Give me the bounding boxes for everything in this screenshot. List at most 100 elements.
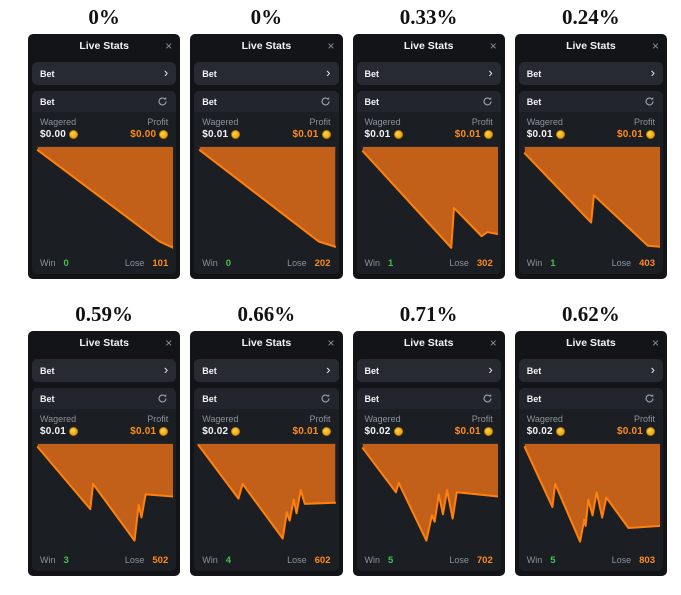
refresh-button[interactable] [644,96,655,107]
refresh-button[interactable] [320,96,331,107]
lose-label: Lose [287,258,307,268]
panel-cell: 0.71% Live Stats × Bet › Bet [352,299,505,576]
wagered-label: Wagered [364,414,401,424]
winlose-row: Win 0 Lose 101 [32,252,176,274]
win-count: 0 [63,257,69,269]
wagered-label: Wagered [40,117,77,127]
panel-header: Live Stats × [190,34,342,57]
profit-value: $0.01 [292,129,319,140]
profit-chart-svg [35,444,174,549]
lose-count: 702 [476,554,493,566]
panel-title: Live Stats [403,336,454,349]
live-stats-panel: Live Stats × Bet › Bet [514,331,667,576]
coin-icon [231,427,241,436]
lose-group: Lose 803 [612,555,655,566]
profit-block: Profit $0.01 [455,414,493,437]
profit-value: $0.00 [130,129,157,140]
profit-chart-svg [35,147,174,252]
coin-icon [393,130,403,139]
lose-count: 302 [476,257,493,269]
close-button[interactable]: × [650,34,661,57]
profit-chart-svg [360,444,498,549]
refresh-button[interactable] [482,393,493,404]
percent-label: 0.59% [75,302,133,326]
panel-title: Live Stats [241,336,292,349]
win-label: Win [526,555,543,565]
panel-cell: 0.24% Live Stats × Bet › Bet [514,2,667,279]
winlose-row: Win 3 Lose 502 [32,549,176,571]
close-button[interactable]: × [325,331,336,354]
winlose-row: Win 1 Lose 403 [519,252,663,274]
panel-header: Live Stats × [28,331,180,354]
bet-mode-label: Bet [526,393,542,404]
lose-label: Lose [449,258,469,268]
refresh-button[interactable] [157,393,168,404]
wagered-profit-row: Wagered $0.02 Profit $0.01 [519,409,663,443]
lose-label: Lose [124,258,145,268]
bet-nav-row[interactable]: Bet › [194,62,339,85]
stats-card: Bet Wagered $0.01 [194,91,339,274]
bet-nav-label: Bet [40,365,55,376]
chevron-right-icon: › [326,65,331,80]
chevron-right-icon: › [163,362,169,377]
chevron-right-icon: › [326,362,331,377]
bet-mode-row: Bet [194,91,339,112]
bet-mode-row: Bet [32,388,177,409]
bet-nav-row[interactable]: Bet › [356,62,501,85]
wagered-block: Wagered $0.02 [365,414,403,437]
profit-chart [197,146,336,252]
close-button[interactable]: × [325,34,336,57]
coin-icon [646,130,655,139]
bet-nav-row[interactable]: Bet › [518,359,663,382]
wagered-value: $0.01 [202,129,229,140]
bet-nav-row[interactable]: Bet › [32,62,177,85]
profit-value: $0.01 [454,426,481,437]
profit-label: Profit [309,414,331,424]
refresh-button[interactable] [320,393,331,404]
panel-cell: 0% Live Stats × Bet › Bet [28,2,181,279]
lose-count: 602 [314,554,331,566]
refresh-icon [321,394,330,403]
wagered-label: Wagered [526,414,563,424]
profit-label: Profit [147,414,169,424]
stats-card: Bet Wagered $0.00 [32,91,177,274]
win-count: 0 [225,257,232,269]
live-stats-panel: Live Stats × Bet › Bet [514,34,667,279]
lose-label: Lose [124,555,145,565]
profit-block: Profit $0.01 [292,117,331,140]
live-stats-panel: Live Stats × Bet › Bet [28,34,181,279]
bet-mode-row: Bet [194,388,339,409]
coin-icon [555,130,565,139]
panel-cell: 0.66% Live Stats × Bet › Bet [190,299,343,576]
live-stats-panel: Live Stats × Bet › Bet [352,34,505,279]
close-button[interactable]: × [650,331,661,354]
panel-title: Live Stats [566,39,616,52]
refresh-button[interactable] [157,96,168,107]
win-count: 1 [388,257,394,269]
lose-group: Lose 602 [287,555,330,566]
percent-label: 0% [250,5,283,29]
close-button[interactable]: × [163,34,174,57]
win-group: Win 5 [365,555,394,566]
close-button[interactable]: × [163,331,174,354]
profit-block: Profit $0.01 [617,414,655,437]
refresh-button[interactable] [644,393,655,404]
bet-nav-row[interactable]: Bet › [32,359,177,382]
profit-label: Profit [309,117,331,127]
close-button[interactable]: × [488,331,499,354]
win-count: 4 [225,554,232,566]
refresh-button[interactable] [482,96,493,107]
wagered-block: Wagered $0.01 [527,117,565,140]
coin-icon [159,427,169,436]
bet-nav-row[interactable]: Bet › [356,359,501,382]
bet-nav-row[interactable]: Bet › [194,359,339,382]
bet-nav-label: Bet [526,68,542,79]
profit-chart [359,443,498,549]
bet-nav-row[interactable]: Bet › [518,62,663,85]
wagered-profit-row: Wagered $0.01 Profit $0.01 [519,112,663,146]
profit-block: Profit $0.01 [292,414,331,437]
lose-label: Lose [449,555,469,565]
close-button[interactable]: × [488,34,499,57]
wagered-label: Wagered [40,414,77,424]
